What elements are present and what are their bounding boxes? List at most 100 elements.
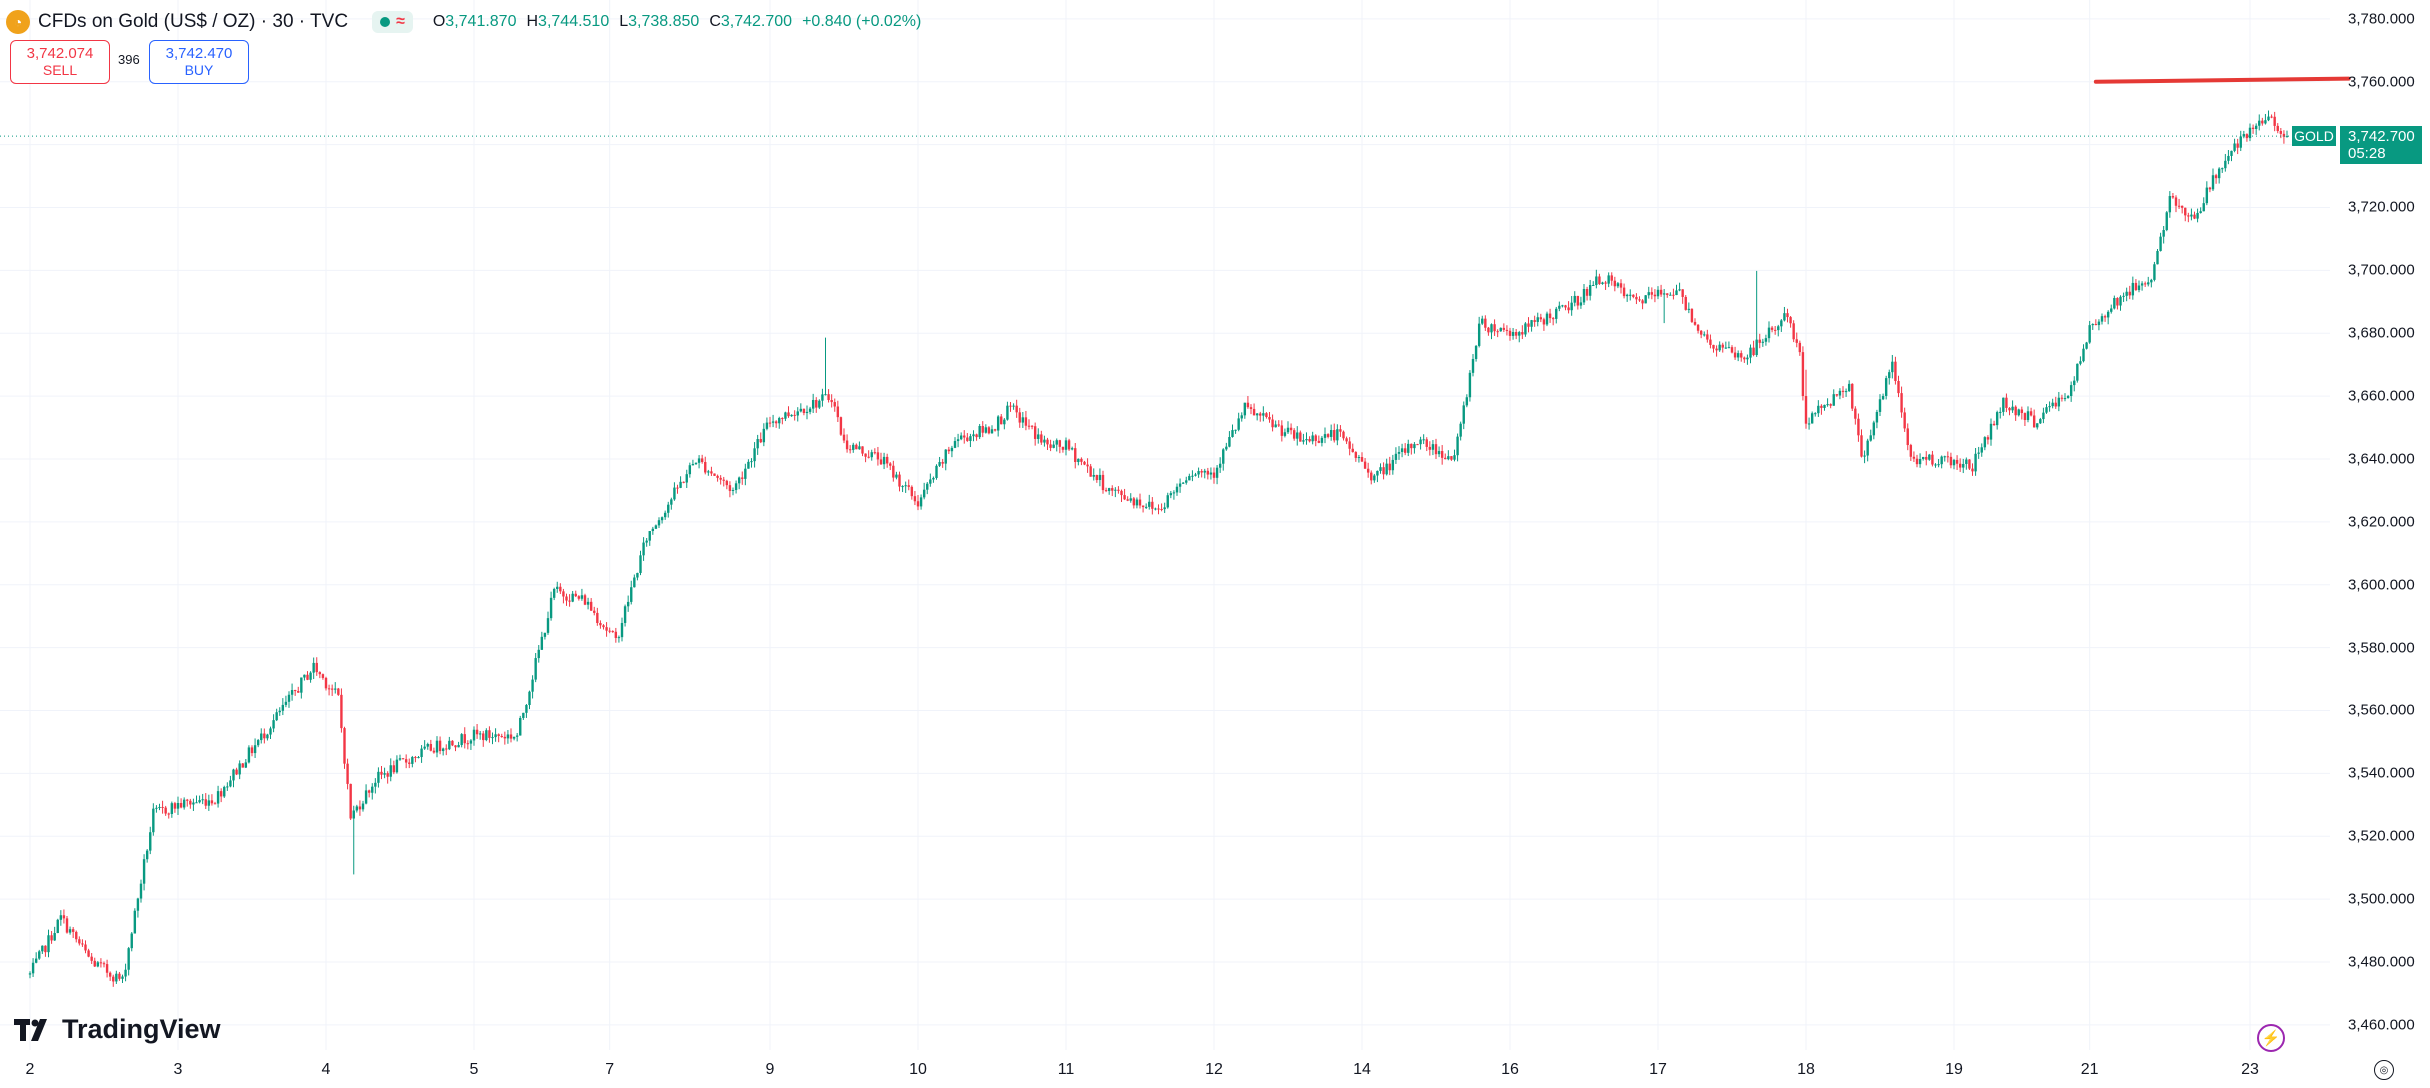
candle-body <box>2233 143 2236 151</box>
candle-body <box>1336 429 1339 441</box>
low-value: 3,738.850 <box>628 13 700 30</box>
candle-body <box>485 730 488 741</box>
candle-body <box>1724 347 1728 349</box>
candle-body <box>78 939 81 944</box>
candle-body <box>1117 489 1120 491</box>
candle-body <box>1129 498 1132 501</box>
candle-body <box>136 898 140 911</box>
candle-body <box>1138 499 1142 506</box>
candle-body <box>1422 439 1425 441</box>
candle-body <box>1141 505 1145 508</box>
candle-body <box>321 674 325 678</box>
candle-body <box>411 757 414 764</box>
candle-body <box>53 933 56 941</box>
candle-body <box>105 964 109 973</box>
candle-body <box>737 477 741 484</box>
candle-body <box>1265 413 1268 417</box>
symbol-title[interactable]: CFDs on Gold (US$ / OZ) · 30 · TVC <box>38 11 349 32</box>
candle-body <box>1999 411 2002 413</box>
candle-body <box>784 412 787 419</box>
candle-body <box>935 465 938 478</box>
candle-body <box>1585 289 1589 296</box>
candle-body <box>790 414 793 417</box>
candle-body <box>2051 402 2054 407</box>
candle-body <box>2221 168 2224 170</box>
candle-body <box>1317 440 1321 443</box>
candle-body <box>364 790 368 804</box>
candle-body <box>1869 435 1872 441</box>
candle-body <box>284 701 288 705</box>
auto-scale-icon[interactable]: ◎ <box>2374 1060 2394 1080</box>
time-tick-label: 7 <box>605 1061 615 1078</box>
candle-body <box>1268 416 1271 420</box>
candle-body <box>460 734 463 746</box>
candle-body <box>1434 444 1438 455</box>
candle-body <box>1684 296 1687 310</box>
candle-body <box>96 962 100 967</box>
candle-body <box>1875 411 1879 423</box>
candle-body <box>1764 338 1768 342</box>
gold-coin-icon: ◔ <box>6 10 30 34</box>
candle-body <box>537 649 540 659</box>
candle-body <box>2131 282 2135 296</box>
candle-body <box>975 434 978 438</box>
candle-body <box>1342 431 1345 439</box>
candle-body <box>577 596 581 599</box>
candle-body <box>1043 439 1046 443</box>
candle-body <box>1826 404 1829 406</box>
tradingview-logo[interactable]: TradingView <box>14 1014 221 1045</box>
candle-body <box>1416 444 1419 446</box>
candle-body <box>1006 405 1009 420</box>
candle-body <box>1983 437 1987 448</box>
candle-body <box>1770 327 1774 330</box>
candle-body <box>728 485 732 491</box>
candle-body <box>963 435 966 438</box>
candle-body <box>589 601 593 611</box>
candle-body <box>759 439 762 443</box>
candle-body <box>1447 456 1450 460</box>
candle-body <box>293 690 297 692</box>
candle-body <box>445 748 448 750</box>
candle-body <box>2258 120 2261 126</box>
candle-body <box>139 883 143 899</box>
candle-body <box>972 434 975 437</box>
candle-body <box>1428 446 1432 450</box>
candle-body <box>2159 236 2162 251</box>
candle-body <box>2162 230 2165 237</box>
market-status-pill[interactable]: ≈ <box>372 11 413 33</box>
candle-body <box>414 757 417 759</box>
candle-body <box>808 408 812 412</box>
candle-body <box>31 962 35 974</box>
candle-body <box>697 458 701 463</box>
candle-body <box>380 771 383 775</box>
candle-body <box>1252 408 1256 416</box>
candle-body <box>192 802 195 805</box>
candle-body <box>956 439 960 442</box>
sell-button[interactable]: 3,742.074 SELL <box>10 40 110 84</box>
buy-button[interactable]: 3,742.470 BUY <box>149 40 249 84</box>
candle-body <box>2066 396 2070 399</box>
candle-body <box>2073 380 2076 386</box>
candle-body <box>1289 427 1293 431</box>
candle-body <box>741 477 744 479</box>
candle-body <box>303 674 306 678</box>
high-value: 3,744.510 <box>538 13 610 30</box>
candle-body <box>1598 276 1601 285</box>
candle-body <box>1752 347 1755 356</box>
candle-body <box>2174 197 2178 206</box>
candle-body <box>725 480 729 486</box>
candle-body <box>475 729 479 735</box>
candle-body <box>1801 352 1805 397</box>
candle-body <box>1965 459 1968 465</box>
candle-body <box>1407 443 1410 453</box>
candle-body <box>870 452 873 458</box>
candle-body <box>2017 409 2020 416</box>
candle-body <box>2091 324 2094 326</box>
candle-body <box>593 610 596 613</box>
candle-body <box>1024 417 1028 426</box>
candle-body <box>152 808 155 833</box>
candle-body <box>1551 318 1555 320</box>
candle-body <box>1564 305 1567 308</box>
lightning-icon[interactable]: ⚡ <box>2257 1024 2285 1052</box>
